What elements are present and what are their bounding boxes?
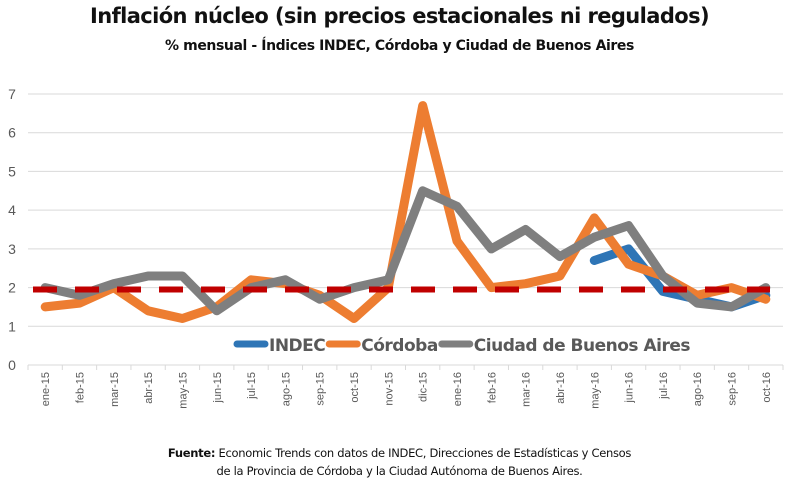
chart-title: Inflación núcleo (sin precios estacional… [90,4,710,28]
legend: INDEC Córdoba Ciudad de Buenos Aires [233,336,691,356]
x-tick-label: ene-15 [40,372,52,406]
legend-label: Córdoba [361,336,438,356]
legend-label: INDEC [269,336,325,356]
x-tick-label: oct-15 [349,372,361,403]
y-tick-label: 6 [8,125,16,141]
x-axis [27,364,784,370]
x-tick-label: jul-15 [246,372,258,400]
y-tick-label: 4 [8,202,16,218]
x-tick-label: feb-16 [486,372,498,403]
y-tick-label: 7 [8,86,16,102]
y-tick-label: 3 [8,241,16,257]
x-tick-label: sep-15 [315,372,327,406]
x-tick-label: jun-16 [624,372,636,404]
x-tick-label: ene-16 [452,372,464,406]
footnote-label: Fuente: [167,446,216,460]
legend-label: Ciudad de Buenos Aires [474,336,691,356]
footnote-line2: de la Provincia de Córdoba y la Ciudad A… [216,464,583,478]
x-tick-label: abr-16 [555,372,567,404]
x-tick-label: may-15 [177,372,189,409]
y-tick-label: 2 [8,280,16,296]
y-tick-label: 0 [8,357,16,373]
series-line-cordoba [40,101,771,323]
footnote-line1: Economic Trends con datos de INDEC, Dire… [215,446,632,460]
x-tick-label: dic-15 [418,372,430,402]
series-lines [40,101,771,323]
x-tick-label: oct-16 [761,372,773,403]
x-tick-label: sep-16 [727,372,739,406]
y-tick-label: 1 [8,318,16,334]
x-tick-label: may-16 [589,372,601,409]
series-line-ciudad-de-buenos-aires [40,186,771,316]
x-tick-label: nov-15 [383,372,395,406]
x-tick-label: ago-16 [692,372,704,406]
x-axis-tick-labels: ene-15 feb-15 mar-15 abr-15 may-15 jun-15 jul-… [40,372,773,409]
x-tick-label: jun-15 [212,372,224,404]
x-tick-label: ago-15 [280,372,292,406]
x-tick-label: mar-16 [521,372,533,407]
source-footnote: Fuente: Economic Trends con datos de IND… [0,444,799,480]
x-tick-label: feb-15 [74,372,86,403]
y-axis-ticks: 0 1 2 3 4 5 6 7 [8,86,16,373]
x-tick-label: jul-16 [658,372,670,400]
y-tick-label: 5 [8,163,16,179]
x-tick-label: abr-15 [143,372,155,404]
x-tick-label: mar-15 [109,372,121,407]
chart-subtitle: % mensual - Índices INDEC, Córdoba y Ciu… [165,38,634,54]
